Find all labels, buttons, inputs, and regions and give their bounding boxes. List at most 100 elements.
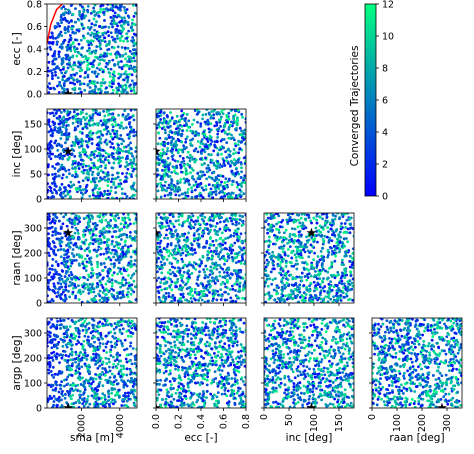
data-point bbox=[310, 263, 314, 267]
data-point bbox=[156, 189, 160, 193]
data-point bbox=[113, 248, 117, 252]
data-point bbox=[130, 175, 133, 178]
data-point bbox=[104, 151, 108, 155]
data-point bbox=[112, 115, 116, 119]
data-point bbox=[103, 31, 107, 35]
data-point bbox=[184, 117, 187, 120]
data-point bbox=[68, 34, 72, 37]
data-point bbox=[291, 297, 294, 301]
data-point bbox=[100, 81, 104, 85]
data-point bbox=[275, 300, 279, 303]
data-point bbox=[193, 188, 197, 192]
data-point bbox=[307, 289, 311, 293]
data-point bbox=[188, 221, 192, 225]
data-point bbox=[209, 265, 213, 269]
data-point bbox=[237, 158, 240, 162]
data-point bbox=[285, 297, 289, 301]
data-point bbox=[121, 84, 125, 88]
data-point bbox=[60, 261, 64, 265]
data-point bbox=[115, 129, 119, 133]
data-point bbox=[129, 158, 132, 162]
data-point bbox=[298, 221, 302, 225]
data-point bbox=[89, 25, 93, 29]
data-point bbox=[132, 88, 136, 92]
data-point bbox=[338, 296, 342, 300]
data-point bbox=[216, 174, 220, 177]
data-point bbox=[104, 218, 108, 222]
data-point bbox=[351, 277, 354, 281]
data-point bbox=[81, 12, 85, 16]
data-point bbox=[267, 260, 271, 264]
data-point bbox=[52, 282, 56, 286]
data-point bbox=[162, 111, 166, 115]
data-point bbox=[177, 223, 181, 227]
data-point bbox=[241, 115, 244, 119]
data-point bbox=[92, 153, 96, 156]
data-point bbox=[109, 22, 113, 26]
data-point bbox=[298, 283, 302, 287]
data-point bbox=[90, 173, 94, 177]
data-point bbox=[57, 117, 61, 121]
data-point bbox=[48, 288, 51, 292]
data-point bbox=[79, 38, 83, 42]
data-point bbox=[129, 109, 133, 112]
data-point bbox=[106, 189, 110, 193]
data-point bbox=[119, 267, 123, 271]
data-point bbox=[165, 173, 169, 176]
data-point bbox=[106, 4, 110, 6]
data-point bbox=[120, 121, 124, 125]
data-point bbox=[60, 163, 64, 167]
data-point bbox=[294, 234, 297, 238]
data-point bbox=[159, 155, 163, 159]
data-point bbox=[173, 298, 177, 302]
data-point bbox=[237, 221, 241, 225]
data-point bbox=[170, 235, 174, 239]
data-point bbox=[91, 193, 95, 197]
data-point bbox=[238, 214, 242, 218]
data-point bbox=[91, 377, 95, 380]
data-point bbox=[293, 253, 297, 257]
data-point bbox=[126, 14, 130, 18]
data-point bbox=[159, 110, 163, 113]
data-point bbox=[208, 269, 212, 273]
data-point bbox=[336, 237, 339, 241]
data-point bbox=[186, 194, 190, 198]
data-point bbox=[82, 60, 86, 64]
data-point bbox=[286, 213, 290, 217]
data-point bbox=[197, 233, 201, 236]
data-point bbox=[102, 109, 106, 113]
data-point bbox=[182, 159, 186, 163]
data-point bbox=[99, 119, 103, 123]
data-point bbox=[311, 238, 315, 242]
data-point bbox=[210, 276, 214, 280]
data-point bbox=[240, 112, 244, 116]
data-point bbox=[73, 88, 77, 92]
data-point bbox=[158, 242, 162, 245]
data-point bbox=[193, 223, 197, 226]
data-point bbox=[61, 125, 65, 129]
data-point bbox=[98, 45, 101, 48]
data-point bbox=[116, 272, 120, 276]
data-point bbox=[113, 37, 117, 41]
data-point bbox=[274, 277, 277, 281]
data-point bbox=[176, 232, 179, 236]
data-point bbox=[126, 167, 130, 171]
y-tick-label: 200 bbox=[24, 248, 42, 259]
data-point bbox=[65, 189, 69, 193]
data-point bbox=[133, 91, 137, 94]
data-point bbox=[67, 274, 71, 277]
data-point bbox=[294, 255, 298, 259]
data-point bbox=[203, 162, 206, 165]
data-point bbox=[220, 248, 224, 251]
data-point bbox=[120, 228, 123, 232]
data-point bbox=[97, 172, 100, 176]
data-point bbox=[109, 135, 113, 139]
data-point bbox=[78, 11, 81, 14]
data-point bbox=[129, 87, 133, 91]
data-point bbox=[87, 137, 91, 141]
data-point bbox=[106, 159, 110, 162]
data-point bbox=[342, 231, 346, 235]
data-point bbox=[216, 153, 220, 157]
data-point bbox=[297, 235, 301, 238]
data-point bbox=[264, 265, 268, 269]
